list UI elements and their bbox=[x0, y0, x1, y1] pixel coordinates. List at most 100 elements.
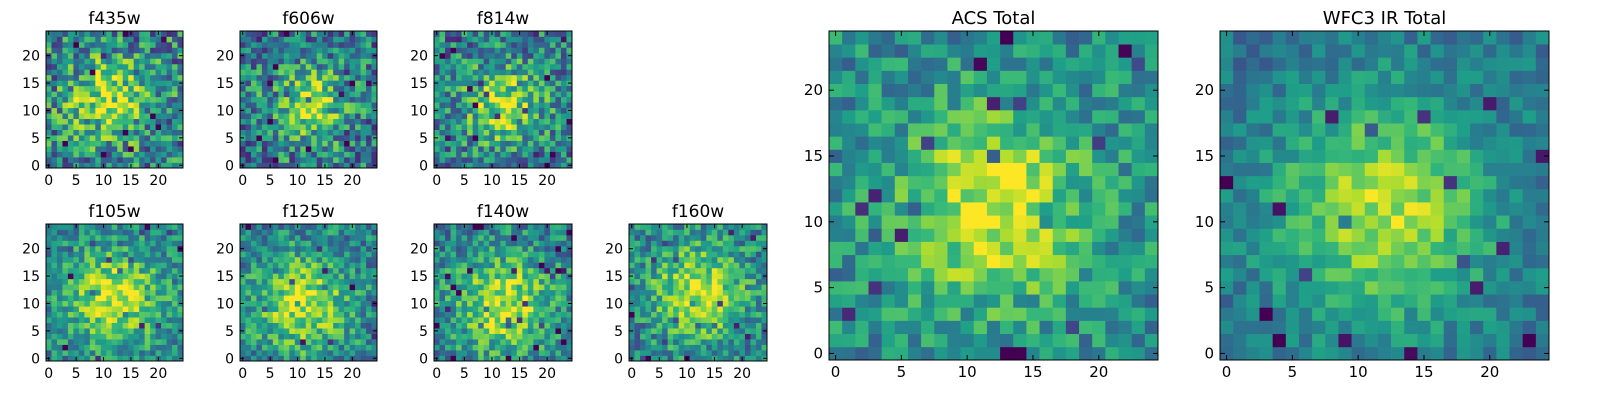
heatmap-cell bbox=[300, 108, 306, 114]
heatmap-cell bbox=[289, 31, 295, 37]
heatmap-cell bbox=[539, 323, 545, 329]
heatmap-cell bbox=[295, 262, 301, 268]
heatmap-cell bbox=[62, 301, 68, 307]
heatmap-cell bbox=[322, 268, 328, 274]
heatmap-cell bbox=[484, 246, 490, 252]
heatmap-cell bbox=[1119, 347, 1133, 361]
heatmap-cell bbox=[101, 157, 107, 163]
heatmap-cell bbox=[339, 328, 345, 334]
heatmap-cell bbox=[544, 251, 550, 257]
heatmap-cell bbox=[908, 202, 922, 216]
heatmap-cell bbox=[106, 306, 112, 312]
heatmap-cell bbox=[500, 135, 506, 141]
heatmap-cell bbox=[739, 306, 745, 312]
heatmap-cell bbox=[489, 323, 495, 329]
heatmap-cell bbox=[273, 31, 279, 37]
heatmap-cell bbox=[256, 31, 262, 37]
y-tick-label: 15 bbox=[22, 76, 40, 92]
heatmap-cell bbox=[440, 64, 446, 70]
heatmap-cell bbox=[344, 47, 350, 53]
heatmap-cell bbox=[68, 345, 74, 351]
heatmap-cell bbox=[350, 290, 356, 296]
heatmap-cell bbox=[73, 130, 79, 136]
heatmap-cell bbox=[921, 321, 935, 335]
heatmap-cell bbox=[533, 229, 539, 235]
heatmap-cell bbox=[445, 273, 451, 279]
heatmap-cell bbox=[344, 350, 350, 356]
heatmap-cell bbox=[712, 279, 718, 285]
heatmap-cell bbox=[79, 350, 85, 356]
heatmap-cell bbox=[46, 334, 52, 340]
heatmap-cell bbox=[511, 246, 517, 252]
heatmap-cell bbox=[300, 295, 306, 301]
heatmap-cell bbox=[328, 113, 334, 119]
heatmap-cell bbox=[256, 163, 262, 169]
heatmap-cell bbox=[112, 268, 118, 274]
heatmap-cell bbox=[361, 306, 367, 312]
heatmap-cell bbox=[506, 86, 512, 92]
heatmap-cell bbox=[750, 345, 756, 351]
heatmap-cell bbox=[295, 69, 301, 75]
heatmap-cell bbox=[117, 229, 123, 235]
heatmap-cell bbox=[112, 235, 118, 241]
heatmap-cell bbox=[46, 64, 52, 70]
heatmap-cell bbox=[635, 257, 641, 263]
heatmap-cell bbox=[533, 246, 539, 252]
heatmap-cell bbox=[134, 317, 140, 323]
heatmap-cell bbox=[333, 97, 339, 103]
heatmap-cell bbox=[473, 229, 479, 235]
heatmap-cell bbox=[251, 53, 257, 59]
heatmap-cell bbox=[139, 301, 145, 307]
heatmap-cell bbox=[484, 146, 490, 152]
heatmap-cell bbox=[1013, 215, 1027, 229]
heatmap-cell bbox=[145, 279, 151, 285]
heatmap-cell bbox=[1000, 176, 1014, 190]
heatmap-cell bbox=[145, 350, 151, 356]
heatmap-cell bbox=[533, 301, 539, 307]
heatmap-cell bbox=[511, 86, 517, 92]
heatmap-cell bbox=[112, 301, 118, 307]
heatmap-cell bbox=[300, 246, 306, 252]
heatmap-cell bbox=[156, 157, 162, 163]
heatmap-cell bbox=[500, 284, 506, 290]
heatmap-cell bbox=[544, 345, 550, 351]
heatmap-cell bbox=[668, 257, 674, 263]
heatmap-cell bbox=[145, 284, 151, 290]
heatmap-cell bbox=[456, 58, 462, 64]
heatmap-cell bbox=[145, 345, 151, 351]
heatmap-cell bbox=[555, 124, 561, 130]
heatmap-cell bbox=[328, 36, 334, 42]
heatmap-cell bbox=[478, 124, 484, 130]
heatmap-cell bbox=[517, 146, 523, 152]
heatmap-cell bbox=[240, 295, 246, 301]
heatmap-cell bbox=[106, 36, 112, 42]
heatmap-cell bbox=[717, 345, 723, 351]
heatmap-cell bbox=[712, 251, 718, 257]
heatmap-cell bbox=[829, 255, 843, 269]
heatmap-cell bbox=[657, 323, 663, 329]
heatmap-cell bbox=[528, 284, 534, 290]
heatmap-cell bbox=[522, 152, 528, 158]
heatmap-cell bbox=[517, 152, 523, 158]
heatmap-cell bbox=[734, 323, 740, 329]
heatmap-cell bbox=[278, 350, 284, 356]
heatmap-cell bbox=[539, 284, 545, 290]
heatmap-cell bbox=[145, 339, 151, 345]
heatmap-cell bbox=[473, 157, 479, 163]
heatmap-cell bbox=[717, 284, 723, 290]
heatmap-cell bbox=[484, 124, 490, 130]
heatmap-cell bbox=[1132, 321, 1146, 335]
heatmap-cell bbox=[57, 163, 63, 169]
heatmap-cell bbox=[57, 334, 63, 340]
heatmap-cell bbox=[117, 273, 123, 279]
heatmap-cell bbox=[456, 323, 462, 329]
heatmap-cell bbox=[95, 240, 101, 246]
heatmap-cell bbox=[895, 215, 909, 229]
heatmap-cell bbox=[350, 91, 356, 97]
heatmap-cell bbox=[339, 290, 345, 296]
heatmap-cell bbox=[372, 295, 378, 301]
heatmap-cell bbox=[662, 306, 668, 312]
heatmap-cell bbox=[533, 130, 539, 136]
heatmap-cell bbox=[651, 295, 657, 301]
